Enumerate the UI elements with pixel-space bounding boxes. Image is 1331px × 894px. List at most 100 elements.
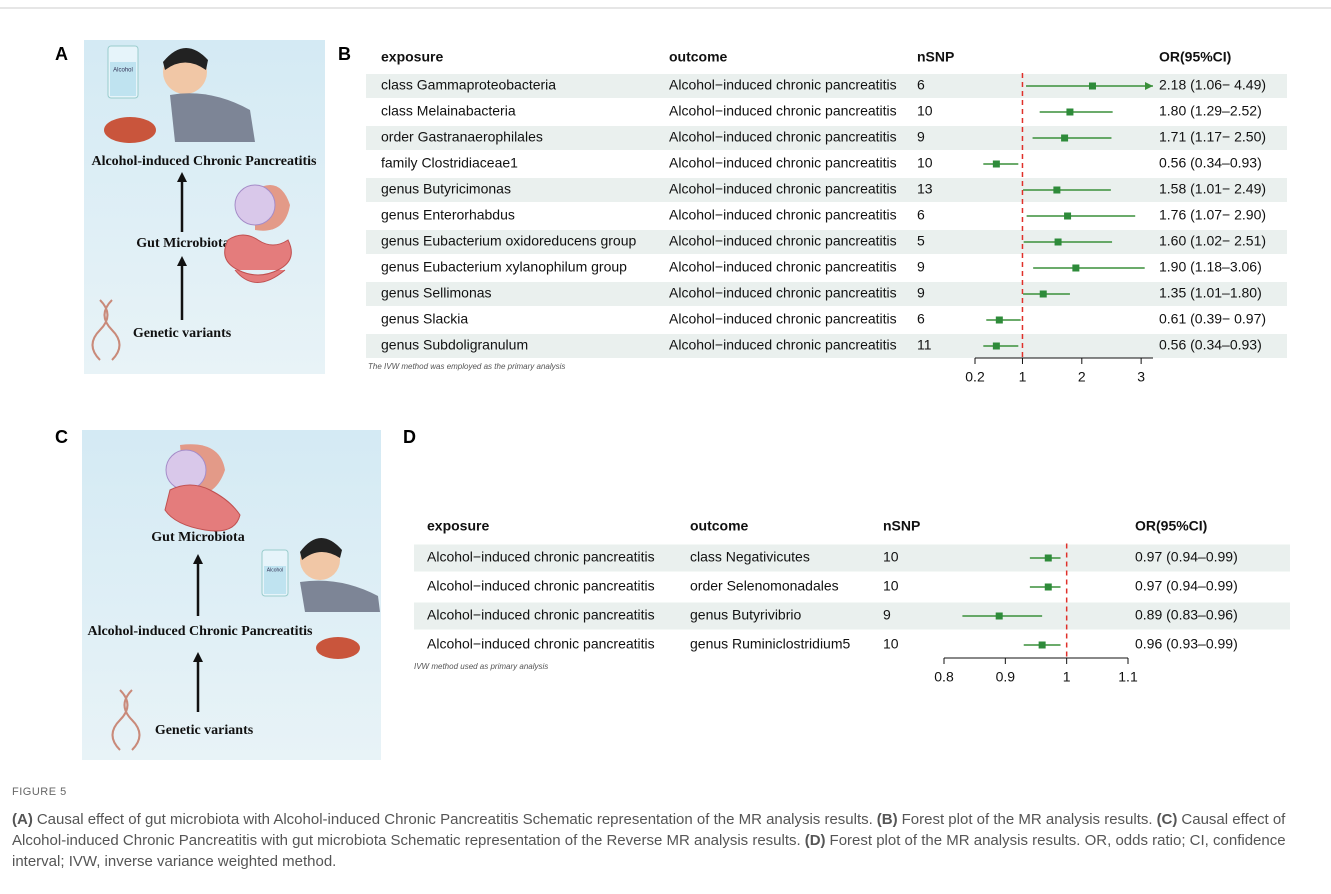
point-estimate xyxy=(993,343,1000,350)
point-estimate xyxy=(1066,109,1073,116)
cell: Alcohol−induced chronic pancreatitis xyxy=(669,233,897,249)
point-estimate xyxy=(996,613,1003,620)
microbe-lens xyxy=(235,185,275,225)
cell: Alcohol−induced chronic pancreatitis xyxy=(669,77,897,93)
cell: 6 xyxy=(917,311,925,327)
schematic-label: Alcohol-induced Chronic Pancreatitis xyxy=(91,154,317,169)
x-tick-label: 2 xyxy=(1078,369,1086,385)
point-estimate xyxy=(1039,642,1046,649)
cell: family Clostridiaceae1 xyxy=(381,155,518,171)
panel-c: C Gut Microbiota Alcohol-induced Chronic… xyxy=(55,427,381,760)
cell: 13 xyxy=(917,181,933,197)
cell: 0.97 (0.94–0.99) xyxy=(1135,549,1238,565)
cell: 10 xyxy=(883,549,899,565)
point-estimate xyxy=(1045,555,1052,562)
caption-label: (A) xyxy=(12,811,33,828)
cell: 1.60 (1.02− 2.51) xyxy=(1159,233,1266,249)
cell: Alcohol−induced chronic pancreatitis xyxy=(669,259,897,275)
schematic-label: Gut Microbiota xyxy=(151,530,244,545)
cell: Alcohol−induced chronic pancreatitis xyxy=(669,155,897,171)
column-header: OR(95%CI) xyxy=(1135,518,1207,534)
schematic-label: Gut Microbiota xyxy=(136,236,229,251)
panel-a: A Alcohol Alcohol-induced Chronic Pancre… xyxy=(55,40,325,374)
cell: Alcohol−induced chronic pancreatitis xyxy=(669,311,897,327)
column-header: nSNP xyxy=(883,518,920,534)
figure-number: FIGURE 5 xyxy=(12,782,1322,803)
caption-label: (C) xyxy=(1157,811,1178,828)
cell: class Melainabacteria xyxy=(381,103,516,119)
cell: 6 xyxy=(917,77,925,93)
cell: 2.18 (1.06− 4.49) xyxy=(1159,77,1266,93)
cell: Alcohol−induced chronic pancreatitis xyxy=(427,578,655,594)
cell: 9 xyxy=(917,285,925,301)
x-tick-label: 0.8 xyxy=(934,669,954,685)
panel-letter: D xyxy=(403,427,416,447)
caption-label: (D) xyxy=(805,832,826,849)
schematic-label: Genetic variants xyxy=(133,326,232,341)
column-header: exposure xyxy=(381,49,443,65)
point-estimate xyxy=(996,317,1003,324)
cell: genus Ruminiclostridium5 xyxy=(690,636,851,652)
x-tick-label: 3 xyxy=(1137,369,1145,385)
point-estimate xyxy=(1040,291,1047,298)
glass-label: Alcohol xyxy=(113,68,133,74)
cell: order Gastranaerophilales xyxy=(381,129,543,145)
column-header: nSNP xyxy=(917,49,954,65)
cell: 5 xyxy=(917,233,925,249)
point-estimate xyxy=(1055,239,1062,246)
cell: Alcohol−induced chronic pancreatitis xyxy=(669,337,897,353)
cell: 0.97 (0.94–0.99) xyxy=(1135,578,1238,594)
footnote: IVW method used as primary analysis xyxy=(414,662,548,671)
panel-letter: B xyxy=(338,44,351,64)
cell: Alcohol−induced chronic pancreatitis xyxy=(669,207,897,223)
cell: 6 xyxy=(917,207,925,223)
cell: 11 xyxy=(917,337,932,353)
glass-label: Alcohol xyxy=(267,567,283,573)
cell: Alcohol−induced chronic pancreatitis xyxy=(669,285,897,301)
cell: order Selenomonadales xyxy=(690,578,839,594)
cell: 0.61 (0.39− 0.97) xyxy=(1159,311,1266,327)
x-tick-label: 1.1 xyxy=(1118,669,1138,685)
cell: 1.90 (1.18–3.06) xyxy=(1159,259,1262,275)
microbe-lens xyxy=(166,450,206,490)
caption-part: Causal effect of gut microbiota with Alc… xyxy=(37,811,873,828)
cell: 1.76 (1.07− 2.90) xyxy=(1159,207,1266,223)
panel-letter: C xyxy=(55,427,68,447)
cell: Alcohol−induced chronic pancreatitis xyxy=(427,549,655,565)
column-header: OR(95%CI) xyxy=(1159,49,1231,65)
cell: 0.56 (0.34–0.93) xyxy=(1159,337,1262,353)
cell: genus Sellimonas xyxy=(381,285,492,301)
cell: 10 xyxy=(883,578,899,594)
point-estimate xyxy=(1089,83,1096,90)
column-header: exposure xyxy=(427,518,489,534)
x-tick-label: 0.9 xyxy=(996,669,1016,685)
point-estimate xyxy=(1053,187,1060,194)
cell: 1.71 (1.17− 2.50) xyxy=(1159,129,1266,145)
cell: genus Enterorhabdus xyxy=(381,207,515,223)
panel-letter: A xyxy=(55,44,68,64)
cell: Alcohol−induced chronic pancreatitis xyxy=(669,181,897,197)
caption-text: (A)Causal effect of gut microbiota with … xyxy=(12,809,1322,872)
cell: Alcohol−induced chronic pancreatitis xyxy=(427,607,655,623)
schematic-label: Genetic variants xyxy=(155,723,254,738)
cell: 1.80 (1.29–2.52) xyxy=(1159,103,1262,119)
point-estimate xyxy=(993,161,1000,168)
forest-plot: exposure outcome nSNP OR(95%CI) class Gammap… xyxy=(366,49,1287,385)
point-estimate xyxy=(1072,265,1079,272)
pancreas xyxy=(104,117,156,143)
footnote: The IVW method was employed as the prima… xyxy=(368,362,565,371)
caption: FIGURE 5 (A)Causal effect of gut microbi… xyxy=(12,782,1322,872)
cell: Alcohol−induced chronic pancreatitis xyxy=(669,103,897,119)
cell: 9 xyxy=(917,129,925,145)
cell: Alcohol−induced chronic pancreatitis xyxy=(669,129,897,145)
cell: class Gammaproteobacteria xyxy=(381,77,556,93)
caption-label: (B) xyxy=(877,811,898,828)
cell: genus Eubacterium oxidoreducens group xyxy=(381,233,636,249)
column-header: outcome xyxy=(669,49,728,65)
cell: 1.35 (1.01–1.80) xyxy=(1159,285,1262,301)
point-estimate xyxy=(1045,584,1052,591)
caption-part: Forest plot of the MR analysis results. xyxy=(902,811,1153,828)
point-estimate xyxy=(1061,135,1068,142)
schematic-label: Alcohol-induced Chronic Pancreatitis xyxy=(87,624,313,639)
cell: 0.96 (0.93–0.99) xyxy=(1135,636,1238,652)
